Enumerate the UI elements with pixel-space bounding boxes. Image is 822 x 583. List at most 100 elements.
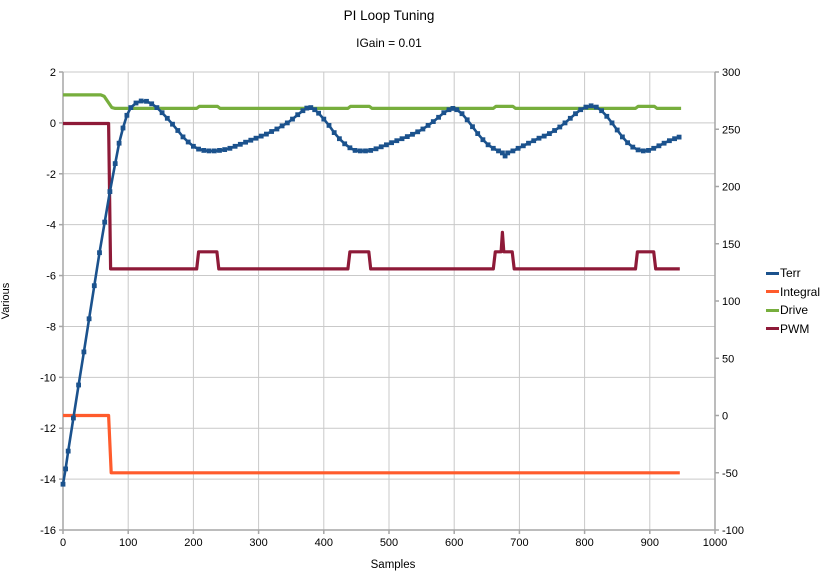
series-terr-marker <box>290 116 295 122</box>
series-terr-marker <box>352 148 358 153</box>
series-terr-marker <box>630 144 636 150</box>
y-right-tick-label: 50 <box>722 353 734 365</box>
series-terr-marker <box>144 98 149 104</box>
series-terr-marker <box>593 104 599 110</box>
y-left-tick-label: -10 <box>40 372 56 384</box>
series-terr-marker <box>60 481 66 487</box>
series-terr-marker <box>133 100 139 106</box>
series-terr-marker <box>552 128 557 133</box>
series-terr-marker <box>264 131 269 137</box>
series-terr-marker <box>71 415 76 421</box>
series-terr-marker <box>502 153 508 159</box>
series-terr-marker <box>217 148 222 153</box>
series-terr-marker <box>547 131 552 136</box>
series-terr-marker <box>191 143 196 149</box>
legend-swatch-integral <box>766 290 779 294</box>
series-terr-marker <box>536 135 542 141</box>
series-terr-marker <box>635 147 641 153</box>
series-terr-marker <box>420 126 426 132</box>
series-terr-marker <box>342 141 348 147</box>
series-terr-marker <box>97 250 102 256</box>
series-terr-marker <box>599 108 604 114</box>
series-terr-marker <box>384 142 389 148</box>
series-terr-marker <box>425 123 431 128</box>
y-right-tick-label: 250 <box>722 124 740 136</box>
series-terr-marker <box>399 136 405 142</box>
series-terr-marker <box>573 111 578 117</box>
y-left-tick-label: 0 <box>50 118 56 130</box>
series-terr-marker <box>625 140 630 146</box>
series-terr-marker <box>76 382 81 388</box>
series-terr-marker <box>389 140 394 146</box>
series-terr-marker <box>258 133 264 139</box>
series-terr-marker <box>464 117 470 123</box>
series-terr-marker <box>274 126 280 132</box>
series-terr-marker <box>185 139 191 145</box>
series-terr-marker <box>667 138 672 144</box>
series-terr-marker <box>65 448 71 454</box>
series-terr-marker <box>295 112 301 118</box>
series-terr-marker <box>583 104 589 110</box>
y-right-tick-label: 300 <box>722 67 740 79</box>
series-terr-marker <box>436 114 441 120</box>
series-terr-marker <box>347 145 353 151</box>
x-tick-label: 300 <box>249 537 267 549</box>
legend-swatch-pwm <box>766 327 779 331</box>
series-terr-marker <box>604 113 610 119</box>
series-terr-marker <box>515 145 521 151</box>
series-terr-marker <box>269 129 274 134</box>
series-terr-marker <box>211 148 217 154</box>
series-terr-marker <box>510 148 516 154</box>
series-terr-marker <box>588 103 594 109</box>
y-left-tick-label: -6 <box>46 271 56 283</box>
series-terr-marker <box>81 349 87 355</box>
series-terr-marker <box>368 148 374 153</box>
series-terr-marker <box>378 144 384 150</box>
series-terr-marker <box>620 134 625 140</box>
series-terr-marker <box>175 128 181 133</box>
series-terr-marker <box>196 146 201 152</box>
series-terr-marker <box>676 134 682 140</box>
chart-subtitle: IGain = 0.01 <box>356 36 422 50</box>
series-terr-marker <box>138 98 144 104</box>
series-terr-marker <box>578 107 584 113</box>
series-terr-marker <box>321 116 327 122</box>
legend-item-integral: Integral <box>766 283 820 302</box>
series-terr-marker <box>640 148 646 154</box>
series-drive-line <box>63 93 682 111</box>
series-terr-marker <box>505 150 511 156</box>
series-terr-marker <box>441 110 447 116</box>
series-terr-marker <box>124 112 130 118</box>
series-terr-marker <box>149 101 155 107</box>
y-left-tick-label: -12 <box>40 423 56 435</box>
series-terr-marker <box>475 131 481 136</box>
series-terr-marker <box>91 283 97 289</box>
series-terr-marker <box>470 124 475 130</box>
legend-item-drive: Drive <box>766 301 820 320</box>
series-terr-marker <box>446 107 452 113</box>
series-terr-marker <box>248 137 254 143</box>
series-terr-line <box>61 99 680 485</box>
series-terr-marker <box>526 140 531 146</box>
legend-label-integral: Integral <box>780 284 821 299</box>
series-terr-marker <box>243 139 248 145</box>
series-terr-marker <box>237 141 243 147</box>
y-right-tick-label: 200 <box>722 182 740 194</box>
series-terr-marker <box>454 107 460 113</box>
series-terr-marker <box>116 140 122 146</box>
series-terr-marker <box>357 148 363 154</box>
series-terr-marker <box>562 120 568 126</box>
legend-label-drive: Drive <box>780 303 809 318</box>
x-tick-label: 1000 <box>703 537 727 549</box>
y-left-tick-label: 2 <box>50 67 56 79</box>
series-terr-marker <box>107 189 113 194</box>
series-terr-marker <box>609 120 615 126</box>
series-terr-marker <box>63 466 68 472</box>
series-terr-marker <box>304 105 310 111</box>
series-terr-marker <box>646 148 651 153</box>
series-terr-marker <box>308 105 314 110</box>
series-terr-marker <box>404 134 410 139</box>
legend-label-pwm: PWM <box>780 321 810 336</box>
series-terr-marker <box>410 131 415 137</box>
